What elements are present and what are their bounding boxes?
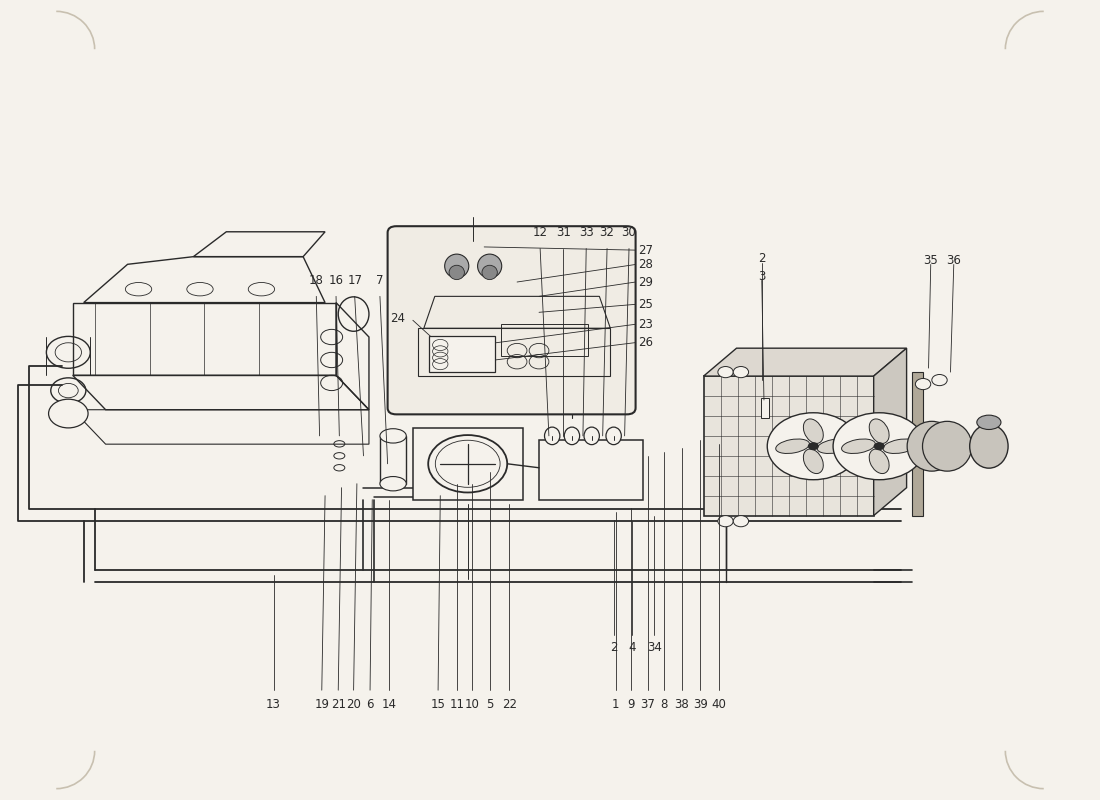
Text: 38: 38 [674, 698, 689, 711]
Text: 24: 24 [390, 312, 405, 325]
Ellipse shape [869, 419, 889, 443]
Bar [912, 372, 923, 515]
Circle shape [833, 413, 925, 480]
Text: 7: 7 [376, 274, 384, 287]
Circle shape [428, 435, 507, 493]
Circle shape [932, 374, 947, 386]
Text: 34: 34 [647, 641, 662, 654]
Ellipse shape [477, 254, 502, 278]
Text: 30: 30 [621, 226, 637, 239]
Circle shape [807, 442, 818, 450]
Ellipse shape [970, 424, 1008, 468]
Text: 29: 29 [638, 275, 652, 289]
Text: 2: 2 [609, 641, 617, 654]
Circle shape [915, 378, 931, 390]
Circle shape [718, 366, 734, 378]
Text: 14: 14 [382, 698, 396, 711]
Text: 23: 23 [638, 318, 652, 330]
Text: 8: 8 [660, 698, 668, 711]
Polygon shape [704, 348, 906, 376]
Text: 15: 15 [430, 698, 446, 711]
Text: 17: 17 [348, 274, 362, 287]
Text: 22: 22 [502, 698, 517, 711]
Text: 5: 5 [486, 698, 493, 711]
Text: 18: 18 [309, 274, 323, 287]
Ellipse shape [923, 422, 972, 471]
Circle shape [734, 366, 749, 378]
Bar [539, 440, 644, 500]
Text: 37: 37 [640, 698, 656, 711]
Ellipse shape [883, 439, 916, 454]
Ellipse shape [544, 427, 560, 445]
Bar [704, 376, 873, 515]
Ellipse shape [584, 427, 600, 445]
Circle shape [767, 413, 859, 480]
Text: 33: 33 [579, 226, 594, 239]
Ellipse shape [776, 439, 810, 454]
Bar [429, 336, 495, 372]
Text: 6: 6 [366, 698, 374, 711]
Bar [761, 398, 769, 418]
Ellipse shape [444, 254, 469, 278]
Circle shape [734, 515, 749, 526]
Text: 36: 36 [946, 254, 961, 267]
Text: 12: 12 [532, 226, 548, 239]
Ellipse shape [379, 429, 406, 443]
Bar [500, 324, 588, 356]
Ellipse shape [842, 439, 876, 454]
Ellipse shape [869, 449, 889, 474]
Circle shape [718, 515, 734, 526]
Text: 28: 28 [638, 258, 652, 271]
Ellipse shape [803, 449, 823, 474]
Circle shape [873, 442, 884, 450]
Ellipse shape [817, 439, 851, 454]
Ellipse shape [606, 427, 621, 445]
Text: 32: 32 [600, 226, 615, 239]
Text: 25: 25 [638, 298, 652, 311]
Text: 2: 2 [758, 252, 766, 266]
Text: 13: 13 [266, 698, 280, 711]
Text: 11: 11 [449, 698, 464, 711]
Text: 35: 35 [923, 254, 938, 267]
Text: 40: 40 [712, 698, 726, 711]
Text: 21: 21 [331, 698, 345, 711]
Text: 39: 39 [693, 698, 707, 711]
Ellipse shape [977, 415, 1001, 430]
Text: 31: 31 [556, 226, 571, 239]
FancyBboxPatch shape [387, 226, 636, 414]
Polygon shape [873, 348, 906, 515]
Circle shape [48, 399, 88, 428]
Bar [379, 436, 406, 484]
Ellipse shape [803, 419, 823, 443]
Text: 20: 20 [346, 698, 361, 711]
Text: 10: 10 [464, 698, 480, 711]
Ellipse shape [908, 422, 957, 471]
Bar [412, 428, 522, 500]
Text: 19: 19 [315, 698, 329, 711]
Ellipse shape [564, 427, 580, 445]
Text: 26: 26 [638, 336, 652, 349]
Text: 27: 27 [638, 244, 652, 257]
Ellipse shape [449, 266, 464, 280]
Text: 4: 4 [628, 641, 636, 654]
Text: 3: 3 [758, 270, 766, 283]
Text: 1: 1 [612, 698, 619, 711]
Ellipse shape [482, 266, 497, 280]
Text: 9: 9 [627, 698, 635, 711]
Ellipse shape [379, 477, 406, 491]
Text: 16: 16 [329, 274, 343, 287]
